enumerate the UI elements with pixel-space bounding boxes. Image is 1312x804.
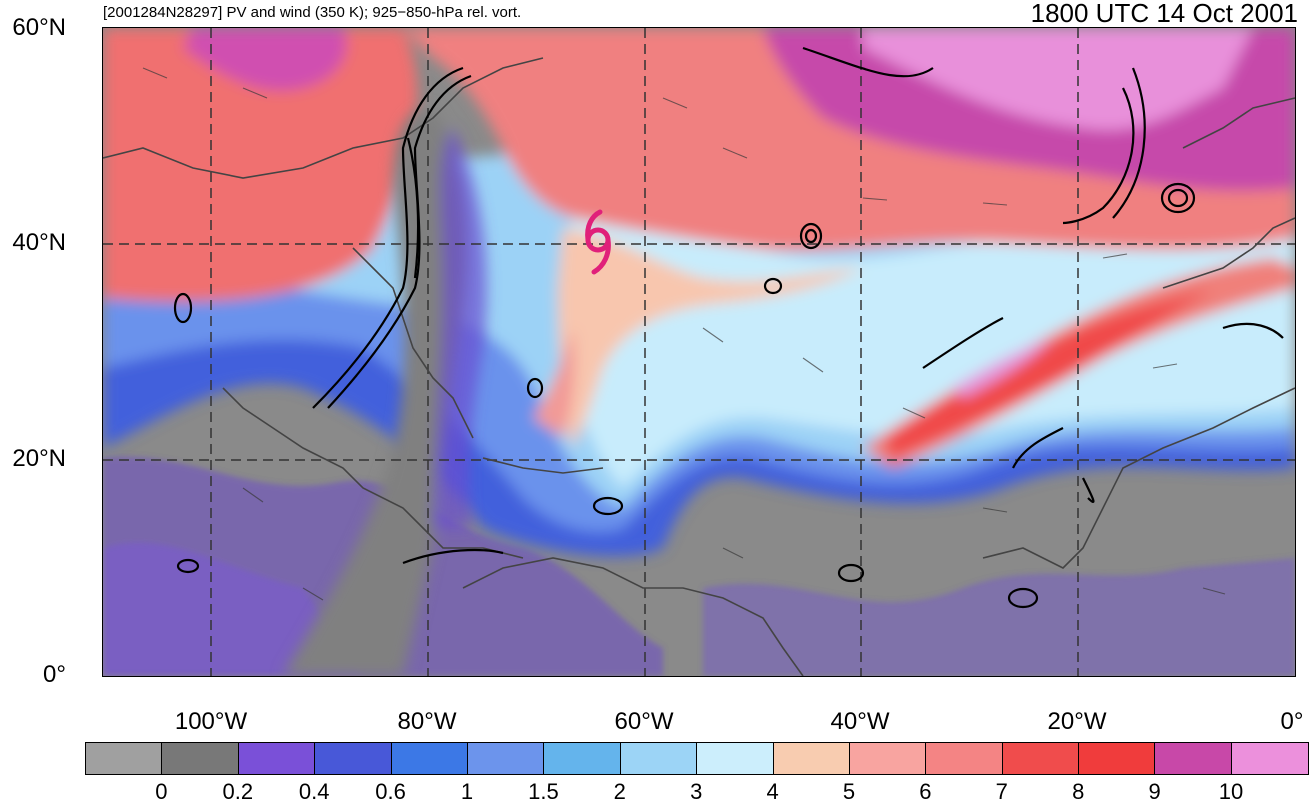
lon-label-40w: 40°W (830, 708, 890, 735)
lon-label-20w: 20°W (1047, 708, 1107, 735)
colorbar-tick-label: 4 (766, 779, 779, 804)
colorbar-tick-label: 1.5 (528, 779, 559, 804)
colorbar-tick-label: 8 (1072, 779, 1085, 804)
vorticity-contours (173, 46, 1284, 609)
lon-label-80w: 80°W (397, 708, 457, 735)
colorbar-tick-label: 0.2 (222, 779, 254, 804)
colorbar-swatch (544, 743, 621, 774)
lat-label-20n: 20°N (12, 445, 66, 472)
colorbar-tick-label: 2 (613, 779, 626, 804)
colorbar-swatch (467, 743, 545, 774)
map-title: [2001284N28297] PV and wind (350 K); 925… (103, 4, 522, 21)
lon-label-100w: 100°W (174, 708, 248, 735)
colorbar-swatch (1002, 743, 1080, 774)
pv-colorbar (85, 742, 1310, 775)
colorbar-swatch (1155, 743, 1232, 774)
colorbar-swatch (1079, 743, 1156, 774)
colorbar-tick-label: 7 (995, 779, 1008, 804)
colorbar-tick-label: 0 (155, 779, 168, 804)
tropical-cyclone-icon (585, 209, 611, 275)
colorbar-swatch (238, 743, 316, 774)
colorbar-tick-label: 10 (1218, 779, 1244, 804)
colorbar-tick-label: 6 (919, 779, 932, 804)
wind-barbs (142, 67, 1226, 601)
colorbar-tick-label: 0.6 (375, 779, 406, 804)
colorbar-swatch (162, 743, 239, 774)
colorbar-swatch (926, 743, 1003, 774)
lat-label-40n: 40°N (12, 229, 66, 256)
colorbar-tick-label: 0.4 (298, 779, 330, 804)
pv-trough-tongue (283, 108, 487, 676)
colorbar-tick-label: 5 (842, 779, 856, 804)
colorbar-swatch (391, 743, 468, 774)
lon-label-0: 0° (1280, 708, 1304, 735)
colorbar-swatch (315, 743, 392, 774)
colorbar-swatch (849, 743, 927, 774)
colorbar-swatch (1231, 743, 1309, 774)
pv-wind-map (103, 28, 1295, 676)
lon-label-60w: 60°W (614, 708, 674, 735)
colorbar-swatch (86, 743, 163, 774)
colorbar-swatch (620, 743, 698, 774)
colorbar-swatch (773, 743, 850, 774)
pv-shading (103, 28, 1295, 557)
lat-label-0: 0° (43, 661, 66, 688)
colorbar-tick-label: 3 (690, 779, 703, 804)
map-panel (102, 27, 1296, 677)
colorbar-swatch (697, 743, 774, 774)
graticule (103, 28, 1295, 676)
colorbar-tick-label: 9 (1148, 779, 1161, 804)
lat-label-60n: 60°N (12, 14, 66, 41)
colorbar-tick-label: 1 (460, 779, 474, 804)
valid-time-label: 1800 UTC 14 Oct 2001 (1030, 0, 1298, 28)
coastlines (103, 57, 1295, 676)
